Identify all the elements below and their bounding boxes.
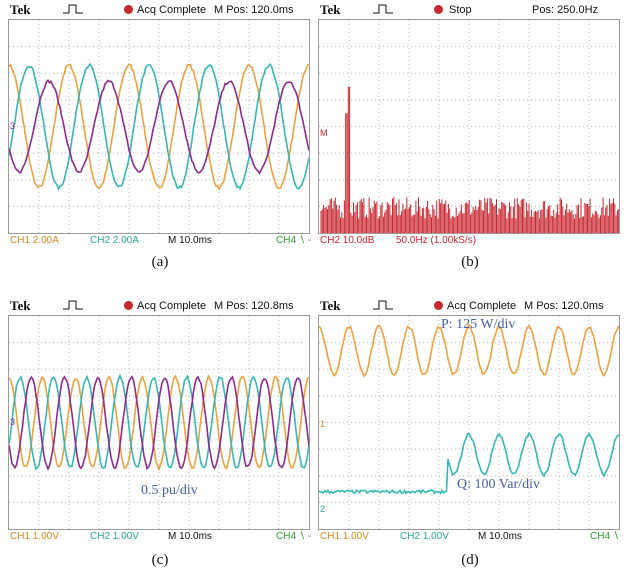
trigger-icon (373, 4, 393, 14)
caption-c: (c) (151, 552, 169, 568)
series-ch1-trace (9, 62, 309, 191)
brand-label: Tek (10, 298, 31, 313)
acq-status-icon (124, 301, 133, 310)
q-annotation: Q: 100 Var/div (457, 477, 540, 492)
scope-screen: 3 0.5 pu/div (8, 315, 310, 530)
m-pos: M Pos: 120.0ms (524, 300, 604, 312)
series-ch3-trace (9, 79, 309, 175)
trigger-icon (63, 300, 83, 310)
scope-header: Tek Acq Complete M Pos: 120.0ms (8, 2, 312, 18)
m-pos: M Pos: 120.0ms (214, 4, 294, 16)
acq-status: Acq Complete (137, 300, 207, 312)
time-scale: M 10.0ms (168, 235, 212, 246)
acq-status: Stop (449, 4, 472, 16)
waveform-plot (9, 20, 309, 233)
ch1-scale: CH1 1.00V (320, 531, 369, 542)
caption-a: (a) (151, 254, 169, 270)
scale-annotation: 0.5 pu/div (141, 483, 198, 498)
scope-footer: CH1 1.00V CH2 1.00V M 10.0ms CH4 ∖ (318, 530, 622, 543)
waveform-plot (319, 316, 619, 529)
scope-header: Tek Acq Complete M Pos: 120.0ms (318, 298, 622, 314)
panel-b: Tek Stop Pos: 250.0Hz M CH2 10.0dB 50.0H… (318, 2, 622, 282)
series-ch1-trace (9, 374, 309, 472)
ch1-scale: CH1 1.00V (10, 531, 59, 542)
ch2-scale: CH2 1.00V (90, 531, 139, 542)
scope-footer: CH2 10.0dB 50.0Hz (1.00kS/s) (318, 234, 622, 247)
scope-header: Tek Stop Pos: 250.0Hz (318, 2, 622, 18)
scope-footer: CH1 1.00V CH2 1.00V M 10.0ms CH4 ∖ - (8, 530, 312, 543)
brand-label: Tek (10, 2, 31, 17)
ch3-marker: 3 (10, 417, 16, 427)
panel-c: Tek Acq Complete M Pos: 120.8ms 3 0.5 pu… (8, 298, 312, 580)
brand-label: Tek (320, 298, 341, 313)
fft-spectrum (320, 86, 619, 233)
caption-b: (b) (461, 254, 479, 270)
series-ch2-trace (9, 62, 309, 191)
trigger-source: CH4 ∖ (590, 531, 620, 542)
graticule (319, 316, 619, 529)
ch2-scale: CH2 2.00A (90, 235, 139, 246)
caption-d: (d) (461, 552, 479, 568)
series-ch1-trace (319, 323, 619, 378)
scope-footer: CH1 2.00A CH2 2.00A M 10.0ms CH4 ∖ - (8, 234, 312, 247)
waveform-plot (9, 316, 309, 529)
scope-screen: 1 2 P: 125 W/div Q: 100 Var/div (318, 315, 620, 530)
acq-status: Acq Complete (447, 300, 517, 312)
panel-a: Tek Acq Complete M Pos: 120.0ms 3 CH1 2.… (8, 2, 312, 282)
scope-screen: 3 (8, 19, 310, 234)
scope-screen: M (318, 19, 620, 234)
ch3-marker: 3 (10, 121, 16, 131)
trigger-icon (373, 300, 393, 310)
trigger-source: CH4 ∖ - (276, 531, 312, 542)
time-scale: M 10.0ms (168, 531, 212, 542)
acq-status: Acq Complete (137, 4, 207, 16)
acq-status-icon (434, 301, 443, 310)
acq-status-icon (434, 5, 443, 14)
ch1-scale: CH1 2.00A (10, 235, 59, 246)
acq-status-icon (124, 5, 133, 14)
scope-header: Tek Acq Complete M Pos: 120.8ms (8, 298, 312, 314)
trigger-source: CH4 ∖ - (276, 235, 312, 246)
brand-label: Tek (320, 2, 341, 17)
trigger-icon (63, 4, 83, 14)
fft-scale: CH2 10.0dB (320, 235, 375, 246)
ch1-marker: 1 (320, 419, 326, 429)
p-annotation: P: 125 W/div (441, 317, 516, 332)
series-ch2-trace (319, 431, 619, 495)
ch2-marker: 2 (320, 504, 326, 514)
math-marker: M (320, 128, 328, 138)
fft-span: 50.0Hz (1.00kS/s) (396, 235, 477, 246)
fft-plot (319, 20, 619, 233)
time-scale: M 10.0ms (478, 531, 522, 542)
series-ch3-trace (9, 375, 309, 471)
m-pos: Pos: 250.0Hz (532, 4, 599, 16)
ch2-scale: CH2 1.00V (400, 531, 449, 542)
m-pos: M Pos: 120.8ms (214, 300, 294, 312)
panel-d: Tek Acq Complete M Pos: 120.0ms 1 2 P: 1… (318, 298, 622, 580)
